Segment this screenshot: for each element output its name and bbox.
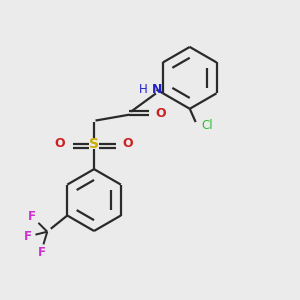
Text: H: H [139,83,148,96]
Text: F: F [24,230,32,243]
Text: O: O [123,137,133,150]
Text: O: O [55,137,65,150]
Text: N: N [152,83,163,96]
Text: F: F [28,211,36,224]
Text: Cl: Cl [201,119,213,132]
Text: F: F [38,245,46,259]
Text: O: O [155,107,166,120]
Text: S: S [89,137,99,151]
